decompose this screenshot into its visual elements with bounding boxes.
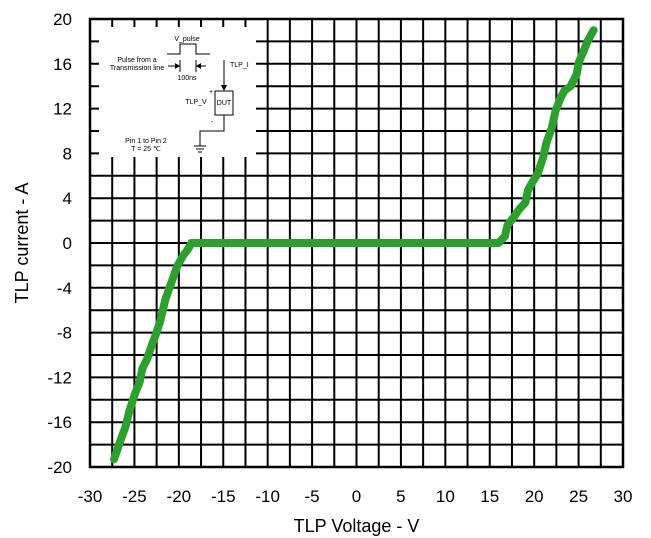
y-tick-label: 4 <box>63 189 72 208</box>
inset-tlp-i: TLP_I <box>230 62 249 69</box>
y-tick-label: 20 <box>53 10 72 29</box>
x-tick-label: 20 <box>525 487 544 506</box>
y-tick-label: 8 <box>63 144 72 163</box>
inset-pulse-width: 100ns <box>177 75 197 82</box>
pulse-width-arrowhead-right <box>196 63 201 69</box>
y-tick-label: 16 <box>53 55 72 74</box>
inset-pin-label: Pin 1 to Pin 2 <box>125 138 167 145</box>
inset-pulse-source-1: Pulse from a <box>117 57 156 64</box>
inset-dut: DUT <box>217 100 232 107</box>
tick-labels: -30 -25 -20 -15 -10 -5 0 5 10 15 20 25 30 20 16 12 8 4 0 -4… <box>47 10 632 506</box>
x-tick-label: -10 <box>255 487 280 506</box>
inset-pulse-source-2: Transmission line <box>110 65 164 72</box>
pulse-width-arrowhead-left <box>175 63 180 69</box>
y-tick-label: -8 <box>57 324 72 343</box>
y-tick-label: 0 <box>63 234 72 253</box>
inset-temperature: T = 25 ℃ <box>131 146 161 153</box>
y-tick-label: -4 <box>57 279 72 298</box>
y-axis-label: TLP current - A <box>12 183 32 304</box>
inset-v-pulse: V_pulse <box>174 36 199 43</box>
y-tick-label: 12 <box>53 100 72 119</box>
x-tick-label: 25 <box>569 487 588 506</box>
x-tick-label: 5 <box>396 487 405 506</box>
series-line-tlp-iv <box>110 26 598 464</box>
x-tick-label: 10 <box>436 487 455 506</box>
x-axis-label: TLP Voltage - V <box>294 516 420 536</box>
test-setup-inset: V_pulse Pulse from a Transmission line 1… <box>99 27 256 157</box>
x-tick-label: -20 <box>167 487 192 506</box>
x-tick-label: 15 <box>480 487 499 506</box>
plot-frame <box>88 17 625 469</box>
ground-wire <box>199 115 225 146</box>
current-arrowhead <box>221 85 227 91</box>
inset-plus: + <box>209 89 213 96</box>
x-tick-label: -25 <box>122 487 147 506</box>
y-tick-label: -20 <box>47 458 72 477</box>
y-tick-label: -16 <box>47 413 72 432</box>
ground-symbol-icon <box>194 145 206 153</box>
x-tick-label: -15 <box>211 487 236 506</box>
pulse-shape <box>167 43 210 55</box>
inset-minus: - <box>211 119 214 126</box>
x-tick-label: 0 <box>352 487 361 506</box>
x-tick-label: -5 <box>305 487 320 506</box>
inset-tlp-v: TLP_V <box>185 99 207 106</box>
x-tick-label: -30 <box>78 487 103 506</box>
y-tick-label: -12 <box>47 368 72 387</box>
x-tick-label: 30 <box>614 487 633 506</box>
